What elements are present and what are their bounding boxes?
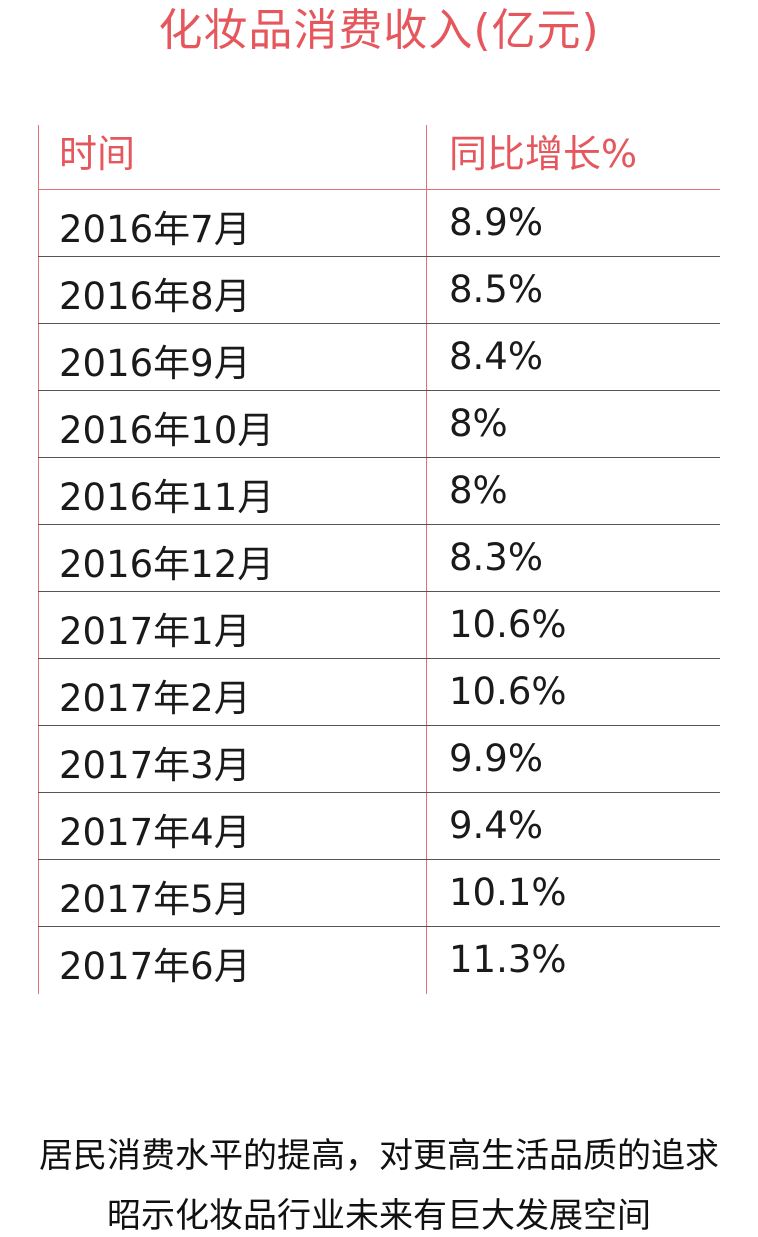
row-growth: 8.9% [426,190,720,256]
row-growth: 8.5% [426,257,720,323]
footer-line-2: 昭示化妆品行业未来有巨大发展空间 [107,1196,651,1236]
table-row: 2017年4月 9.4% [38,793,720,860]
row-growth: 11.3% [426,927,720,994]
row-time: 2017年5月 [38,860,426,926]
table-row: 2016年9月 8.4% [38,324,720,391]
table-row: 2016年8月 8.5% [38,257,720,324]
row-time: 2017年4月 [38,793,426,859]
table-row: 2017年1月 10.6% [38,592,720,659]
table-row: 2017年6月 11.3% [38,927,720,994]
header-growth: 同比增长% [426,125,720,189]
row-growth: 8.3% [426,525,720,591]
table-row: 2017年3月 9.9% [38,726,720,793]
row-time: 2016年12月 [38,525,426,591]
table-row: 2017年2月 10.6% [38,659,720,726]
row-growth: 8% [426,458,720,524]
row-time: 2016年9月 [38,324,426,390]
row-time: 2017年3月 [38,726,426,792]
row-time: 2016年10月 [38,391,426,457]
row-time: 2016年8月 [38,257,426,323]
header-time: 时间 [38,125,426,189]
footer-line-1: 居民消费水平的提高，对更高生活品质的追求 [39,1136,719,1176]
table-row: 2017年5月 10.1% [38,860,720,927]
row-time: 2017年6月 [38,927,426,994]
table-header: 时间 同比增长% [38,125,720,190]
table-row: 2016年10月 8% [38,391,720,458]
table-row: 2016年12月 8.3% [38,525,720,592]
row-growth: 8% [426,391,720,457]
row-growth: 10.1% [426,860,720,926]
growth-table: 时间 同比增长% 2016年7月 8.9% 2016年8月 8.5% 2016年9月 8.… [38,125,720,994]
row-time: 2016年7月 [38,190,426,256]
row-time: 2016年11月 [38,458,426,524]
row-growth: 8.4% [426,324,720,390]
row-growth: 9.9% [426,726,720,792]
table-row: 2016年11月 8% [38,458,720,525]
row-time: 2017年2月 [38,659,426,725]
page-title: 化妆品消费收入(亿元) [158,5,600,56]
row-growth: 10.6% [426,659,720,725]
table-row: 2016年7月 8.9% [38,190,720,257]
row-growth: 10.6% [426,592,720,658]
row-growth: 9.4% [426,793,720,859]
row-time: 2017年1月 [38,592,426,658]
